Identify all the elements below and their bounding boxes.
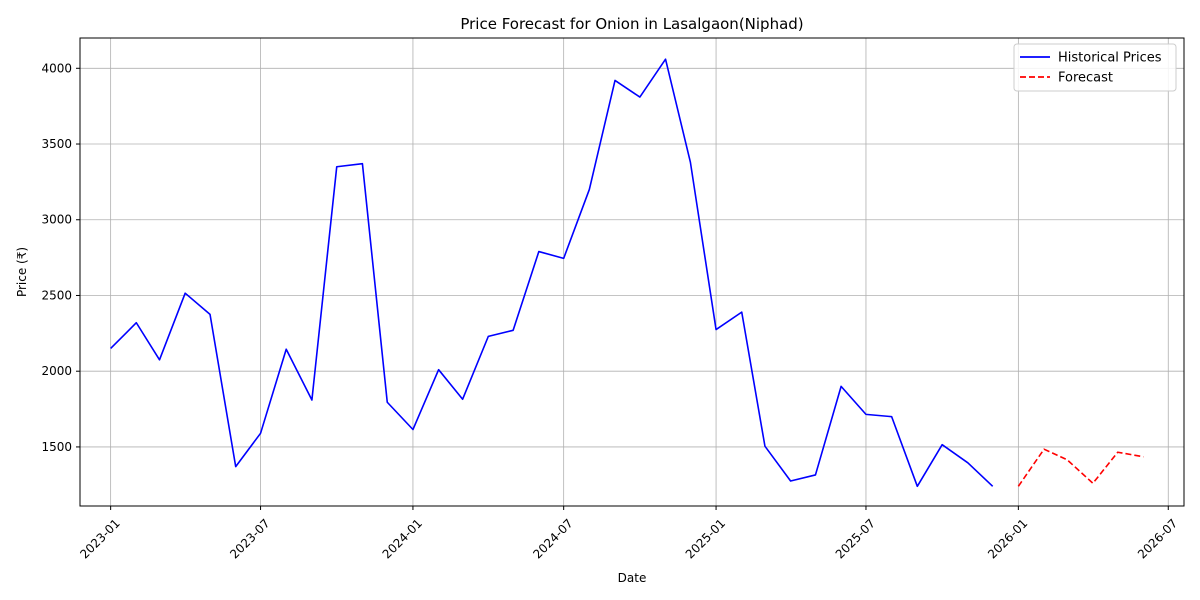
chart-title: Price Forecast for Onion in Lasalgaon(Ni…	[460, 15, 803, 33]
y-tick-label: 1500	[41, 440, 72, 454]
legend-box	[1013, 43, 1177, 92]
legend: Historical Prices Forecast	[1013, 43, 1177, 92]
legend-label-forecast: Forecast	[1058, 71, 1113, 86]
forecast-line	[1017, 448, 1144, 487]
series-layer	[110, 58, 1144, 488]
historical-prices-line	[110, 58, 994, 488]
y-axis-label: Price (₹)	[15, 247, 29, 297]
y-tick-label: 3000	[41, 213, 72, 227]
legend-label-historical: Historical Prices	[1058, 51, 1162, 66]
y-tick-label: 2000	[41, 364, 72, 378]
y-tick-label: 3500	[41, 137, 72, 151]
x-axis-label: Date	[618, 571, 647, 585]
grid	[80, 38, 1184, 506]
y-tick-label: 2500	[41, 288, 72, 302]
y-tick-label: 4000	[41, 61, 72, 75]
plot-frame	[79, 37, 1185, 507]
